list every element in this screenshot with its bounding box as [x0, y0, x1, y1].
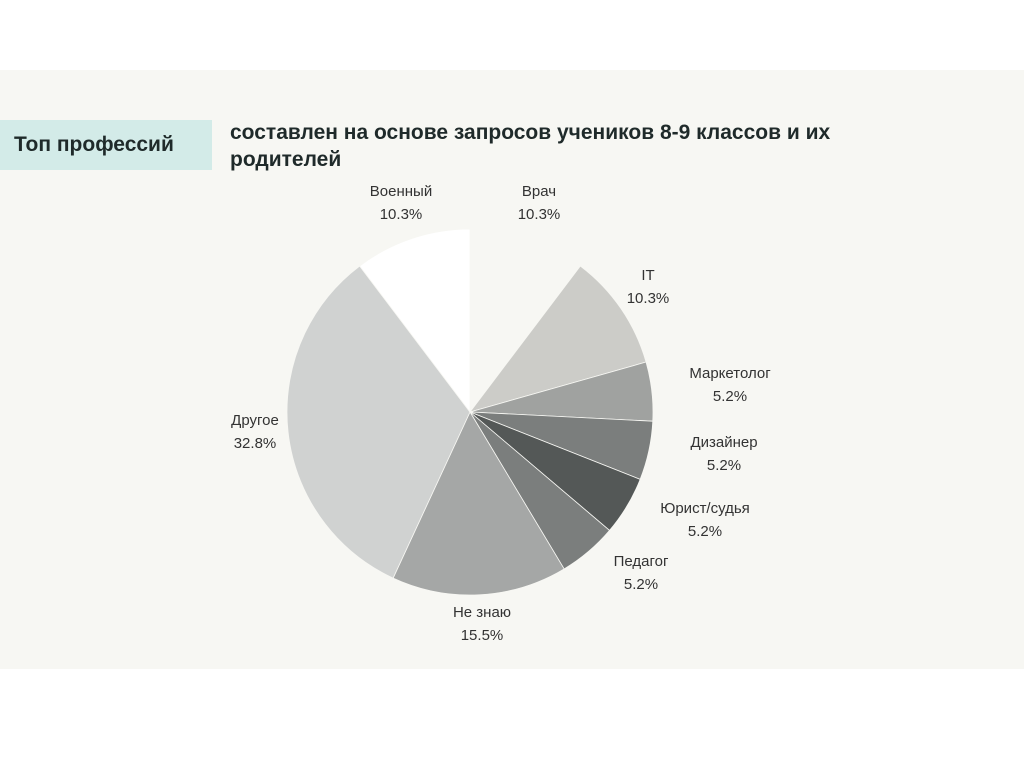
chart-subtitle: составлен на основе запросов учеников 8-… — [230, 121, 831, 171]
pie-slice-другое — [286, 265, 471, 579]
slice-value-маркетолог: 5.2% — [713, 388, 747, 405]
slice-label-маркетолог: Маркетолог — [689, 365, 771, 382]
slice-label-педагог: Педагог — [614, 553, 669, 570]
pie-labels: Врач 10.3% IT 10.3% Маркетолог 5.2% Дизайнер 5.… — [231, 183, 771, 644]
slice-value-не-знаю: 15.5% — [461, 627, 504, 644]
slice-label-другое: Другое — [231, 412, 279, 429]
pie-slice-врач — [469, 228, 581, 414]
pie-slice-военный — [359, 228, 471, 414]
slice-value-другое: 32.8% — [234, 435, 277, 452]
slice-label-it: IT — [641, 267, 654, 284]
slice-value-военный: 10.3% — [380, 206, 423, 223]
title-badge: Топ профессий — [0, 120, 212, 170]
slice-value-педагог: 5.2% — [624, 576, 658, 593]
slice-label-дизайнер: Дизайнер — [690, 434, 757, 451]
pie-slice-не-знаю — [392, 411, 565, 596]
slice-value-it: 10.3% — [627, 290, 670, 307]
chart-title: Топ профессий — [14, 133, 174, 156]
slice-label-не-знаю: Не знаю — [453, 604, 511, 621]
slice-label-военный: Военный — [370, 183, 432, 200]
slice-value-дизайнер: 5.2% — [707, 457, 741, 474]
slice-value-юрист-судья: 5.2% — [688, 523, 722, 540]
pie-slices — [286, 228, 654, 596]
pie-slice-it — [468, 265, 647, 413]
slice-label-врач: Врач — [522, 183, 556, 200]
slice-label-юрист-судья: Юрист/судья — [660, 500, 750, 517]
slice-value-врач: 10.3% — [518, 206, 561, 223]
